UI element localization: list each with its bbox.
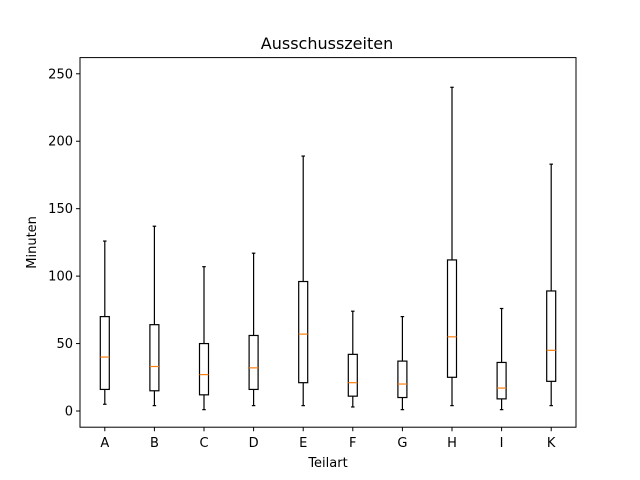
y-axis-label: Minuten (25, 216, 40, 269)
x-tick-label: B (150, 436, 159, 451)
y-tick-label: 100 (48, 270, 73, 285)
box-iqr (546, 290, 557, 382)
box-group-f (347, 310, 358, 408)
box-group-b (149, 225, 160, 407)
x-tick-label: I (500, 436, 504, 451)
plot-area (99, 86, 557, 411)
x-tick-label: F (349, 436, 356, 451)
box-iqr (149, 324, 160, 392)
x-tick-label: H (447, 436, 457, 451)
x-tick-label: D (249, 436, 259, 451)
chart-title: Ausschusszeiten (261, 34, 393, 53)
y-tick-label: 50 (56, 337, 73, 352)
box-iqr (446, 259, 458, 378)
y-tick-label: 200 (48, 135, 73, 150)
x-tick-label: E (299, 436, 307, 451)
axes-frame (79, 57, 577, 428)
x-tick-label: A (100, 436, 109, 451)
x-tick-label: G (397, 436, 407, 451)
y-tick-label: 0 (65, 405, 73, 420)
box-iqr (397, 360, 408, 399)
y-tick-label: 150 (48, 202, 73, 217)
box-group-k (546, 163, 557, 407)
x-tick-label: C (199, 436, 208, 451)
y-tick-label: 250 (48, 67, 73, 82)
y-axis: 0 50 100 150 200 250 (48, 67, 80, 420)
box-group-d (248, 252, 259, 407)
box-iqr (347, 353, 358, 397)
box-group-a (99, 240, 110, 405)
box-iqr (99, 315, 110, 391)
box-iqr (496, 361, 507, 400)
box-group-h (446, 86, 458, 407)
box-group-i (496, 307, 507, 411)
box-iqr (248, 334, 259, 391)
box-group-c (198, 266, 210, 411)
box-iqr (198, 342, 210, 396)
box-iqr (298, 280, 309, 384)
x-tick-label: K (547, 436, 556, 451)
box-group-e (298, 155, 309, 407)
box-group-g (397, 315, 408, 411)
x-axis-label: Teilart (307, 456, 347, 471)
